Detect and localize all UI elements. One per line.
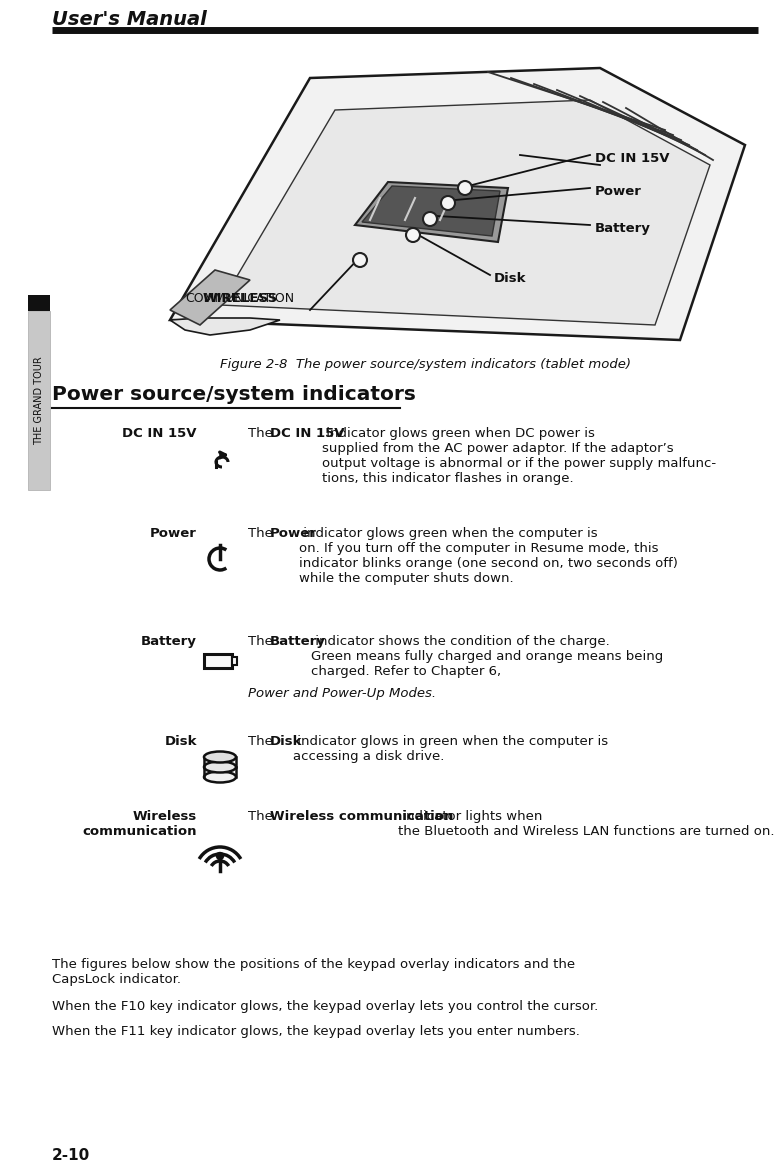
Polygon shape (362, 187, 500, 236)
Text: 2-10: 2-10 (52, 1149, 90, 1163)
Ellipse shape (204, 752, 236, 763)
Text: Power: Power (270, 527, 317, 540)
Ellipse shape (204, 772, 236, 782)
FancyBboxPatch shape (28, 311, 50, 490)
Text: The: The (248, 427, 277, 440)
Text: DC IN 15V: DC IN 15V (595, 152, 670, 166)
Text: indicator shows the condition of the charge.
Green means fully charged and orang: indicator shows the condition of the cha… (311, 635, 663, 677)
Text: Power: Power (150, 527, 197, 540)
Polygon shape (170, 318, 280, 335)
Polygon shape (220, 100, 710, 325)
Text: Wireless communication: Wireless communication (270, 810, 454, 823)
Text: Power: Power (595, 185, 642, 198)
Ellipse shape (204, 761, 236, 773)
Text: User's Manual: User's Manual (52, 10, 206, 29)
Text: The: The (248, 735, 277, 749)
Text: indicator lights when
the Bluetooth and Wireless LAN functions are turned on.: indicator lights when the Bluetooth and … (398, 810, 774, 838)
Text: Wireless
communication: Wireless communication (82, 810, 197, 838)
Circle shape (406, 229, 420, 243)
Text: indicator glows green when DC power is
supplied from the AC power adaptor. If th: indicator glows green when DC power is s… (322, 427, 716, 485)
FancyBboxPatch shape (28, 295, 50, 311)
Text: Battery: Battery (595, 222, 651, 236)
Text: DC IN 15V: DC IN 15V (270, 427, 345, 440)
Text: indicator glows green when the computer is
on. If you turn off the computer in R: indicator glows green when the computer … (300, 527, 678, 585)
Text: THE GRAND TOUR: THE GRAND TOUR (34, 356, 44, 445)
Text: The figures below show the positions of the keypad overlay indicators and the
Ca: The figures below show the positions of … (52, 958, 575, 986)
Text: DC IN 15V: DC IN 15V (123, 427, 197, 440)
Text: COMMUNICATION: COMMUNICATION (185, 278, 295, 305)
Polygon shape (170, 271, 250, 325)
Text: Figure 2-8  The power source/system indicators (tablet mode): Figure 2-8 The power source/system indic… (220, 358, 631, 371)
FancyBboxPatch shape (232, 656, 237, 665)
Text: Power and Power-Up Modes.: Power and Power-Up Modes. (248, 687, 436, 700)
Polygon shape (355, 182, 508, 243)
Text: The: The (248, 810, 277, 823)
FancyBboxPatch shape (204, 654, 232, 668)
Polygon shape (170, 68, 745, 340)
Circle shape (423, 212, 437, 226)
Text: Disk: Disk (494, 272, 526, 285)
Text: indicator glows in green when the computer is
accessing a disk drive.: indicator glows in green when the comput… (293, 735, 608, 763)
Text: Battery: Battery (270, 635, 326, 648)
Circle shape (217, 852, 223, 859)
Text: The: The (248, 527, 277, 540)
Text: When the F11 key indicator glows, the keypad overlay lets you enter numbers.: When the F11 key indicator glows, the ke… (52, 1025, 580, 1038)
Text: Battery: Battery (141, 635, 197, 648)
Circle shape (353, 253, 367, 267)
Circle shape (441, 196, 455, 210)
Text: The: The (248, 635, 277, 648)
Text: Disk: Disk (165, 735, 197, 749)
Text: When the F10 key indicator glows, the keypad overlay lets you control the cursor: When the F10 key indicator glows, the ke… (52, 1000, 598, 1013)
Text: Power source/system indicators: Power source/system indicators (52, 385, 416, 403)
Text: WIRELESS: WIRELESS (203, 292, 278, 305)
Text: Disk: Disk (270, 735, 303, 749)
Circle shape (458, 181, 472, 195)
